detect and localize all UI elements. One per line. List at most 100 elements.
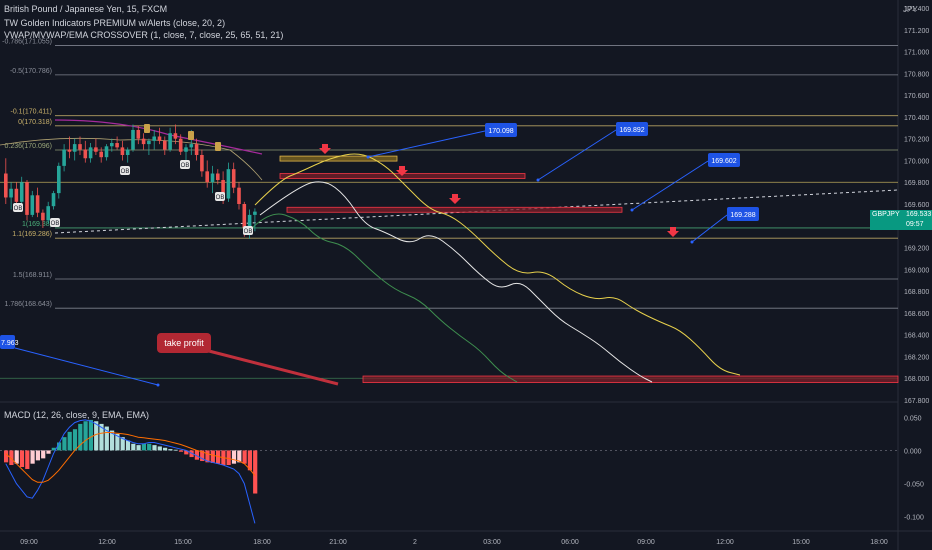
price-axis-label: 168.600	[904, 311, 929, 318]
candle[interactable]	[72, 138, 77, 161]
target-label-box[interactable]	[727, 207, 759, 221]
candle[interactable]	[35, 187, 40, 218]
candle[interactable]	[194, 138, 199, 161]
ob-marker[interactable]	[180, 160, 190, 169]
candle-body	[173, 133, 178, 139]
candle[interactable]	[157, 127, 162, 145]
candle[interactable]	[83, 140, 88, 163]
candle[interactable]	[62, 144, 66, 172]
fib-level-label: -0.5(170.786)	[10, 68, 52, 75]
candle[interactable]	[41, 209, 45, 228]
candle[interactable]	[168, 127, 172, 152]
ob-marker[interactable]	[215, 192, 225, 201]
indicator-legend-2[interactable]: VWAP/MVWAP/EMA CROSSOVER (1, close, 7, c…	[4, 30, 284, 40]
candle-body	[178, 138, 183, 152]
price-axis-label: 170.000	[904, 158, 929, 165]
candle[interactable]	[147, 138, 151, 155]
target-label-box[interactable]	[616, 122, 648, 136]
target-label-box[interactable]	[0, 335, 15, 349]
candle[interactable]	[131, 124, 135, 152]
candle[interactable]	[19, 176, 24, 204]
ob-marker[interactable]	[120, 166, 130, 175]
take-profit-label[interactable]: take profit	[157, 333, 211, 353]
candle-body	[200, 155, 204, 172]
candle[interactable]	[120, 140, 125, 161]
candle[interactable]	[4, 158, 8, 204]
macd-histogram-bar	[115, 433, 120, 451]
order-block-zone[interactable]	[286, 206, 623, 213]
candle[interactable]	[200, 149, 204, 177]
candle[interactable]	[115, 136, 119, 150]
macd-axis-label: -0.100	[904, 515, 924, 522]
candle-body	[226, 169, 231, 199]
ob-marker[interactable]	[13, 203, 23, 212]
candle-body	[163, 140, 167, 150]
candle[interactable]	[141, 133, 146, 150]
macd-histogram-bar	[216, 450, 221, 464]
candle[interactable]	[67, 136, 72, 159]
candle[interactable]	[253, 208, 257, 232]
time-axis-label: 2	[413, 539, 417, 546]
candle[interactable]	[104, 144, 109, 161]
candle[interactable]	[216, 169, 220, 185]
candle[interactable]	[163, 136, 167, 155]
candle-body	[141, 138, 146, 145]
time-axis-label: 18:00	[870, 539, 888, 546]
macd-histogram-bar	[62, 437, 67, 451]
price-axis-label: 169.000	[904, 267, 929, 274]
price-axis-label: 170.400	[904, 115, 929, 122]
candle-body	[120, 147, 125, 155]
candle[interactable]	[14, 182, 19, 207]
macd-histogram-bar	[163, 447, 168, 451]
candle[interactable]	[94, 138, 98, 155]
macd-histogram-bar	[30, 450, 35, 464]
candle[interactable]	[231, 162, 236, 194]
candle[interactable]	[9, 182, 13, 210]
candle[interactable]	[99, 147, 103, 163]
current-price-value: 169.533	[906, 211, 932, 218]
target-label-box[interactable]	[708, 153, 740, 167]
candle[interactable]	[57, 162, 61, 199]
candle[interactable]	[205, 160, 209, 188]
macd-histogram-bar	[67, 431, 72, 451]
candle[interactable]	[210, 165, 215, 194]
candle-body	[83, 149, 88, 159]
candle[interactable]	[110, 138, 114, 152]
macd-histogram-bar	[35, 450, 40, 461]
indicator-legend-1[interactable]: TW Golden Indicators PREMIUM w/Alerts (c…	[4, 18, 226, 28]
macd-histogram-bar	[178, 450, 184, 452]
candle[interactable]	[152, 129, 156, 150]
order-block-zone[interactable]	[362, 375, 899, 383]
price-axis-label: 171.200	[904, 28, 929, 35]
candle[interactable]	[78, 136, 82, 155]
candle[interactable]	[46, 201, 50, 224]
ob-marker-label: OB	[181, 163, 190, 169]
candle[interactable]	[88, 143, 93, 163]
candle[interactable]	[25, 180, 29, 221]
candle[interactable]	[226, 162, 231, 202]
fib-level-label: -0.786(171.055)	[2, 39, 52, 46]
macd-histogram-bar	[242, 450, 247, 464]
target-anchor-point	[690, 240, 694, 244]
ob-marker[interactable]	[243, 226, 253, 235]
candle[interactable]	[30, 190, 35, 218]
macd-histogram-bar	[141, 443, 146, 451]
candle[interactable]	[237, 182, 241, 210]
candle[interactable]	[178, 134, 183, 155]
candle[interactable]	[51, 190, 56, 210]
candle[interactable]	[136, 125, 141, 145]
sell-arrow-icon	[396, 166, 408, 176]
candle[interactable]	[125, 147, 130, 163]
macd-axis-label: 0.000	[904, 448, 922, 455]
target-label-box[interactable]	[485, 123, 517, 137]
macd-pane	[0, 419, 898, 524]
candle[interactable]	[173, 124, 178, 145]
macd-legend[interactable]: MACD (12, 26, close, 9, EMA, EMA)	[4, 410, 150, 420]
price-axis-label: 167.800	[904, 398, 929, 405]
ob-marker[interactable]	[50, 218, 60, 227]
candle-body	[78, 144, 82, 150]
projection-path-green	[249, 213, 518, 383]
candle-body	[194, 144, 199, 155]
candle-body	[51, 193, 56, 207]
